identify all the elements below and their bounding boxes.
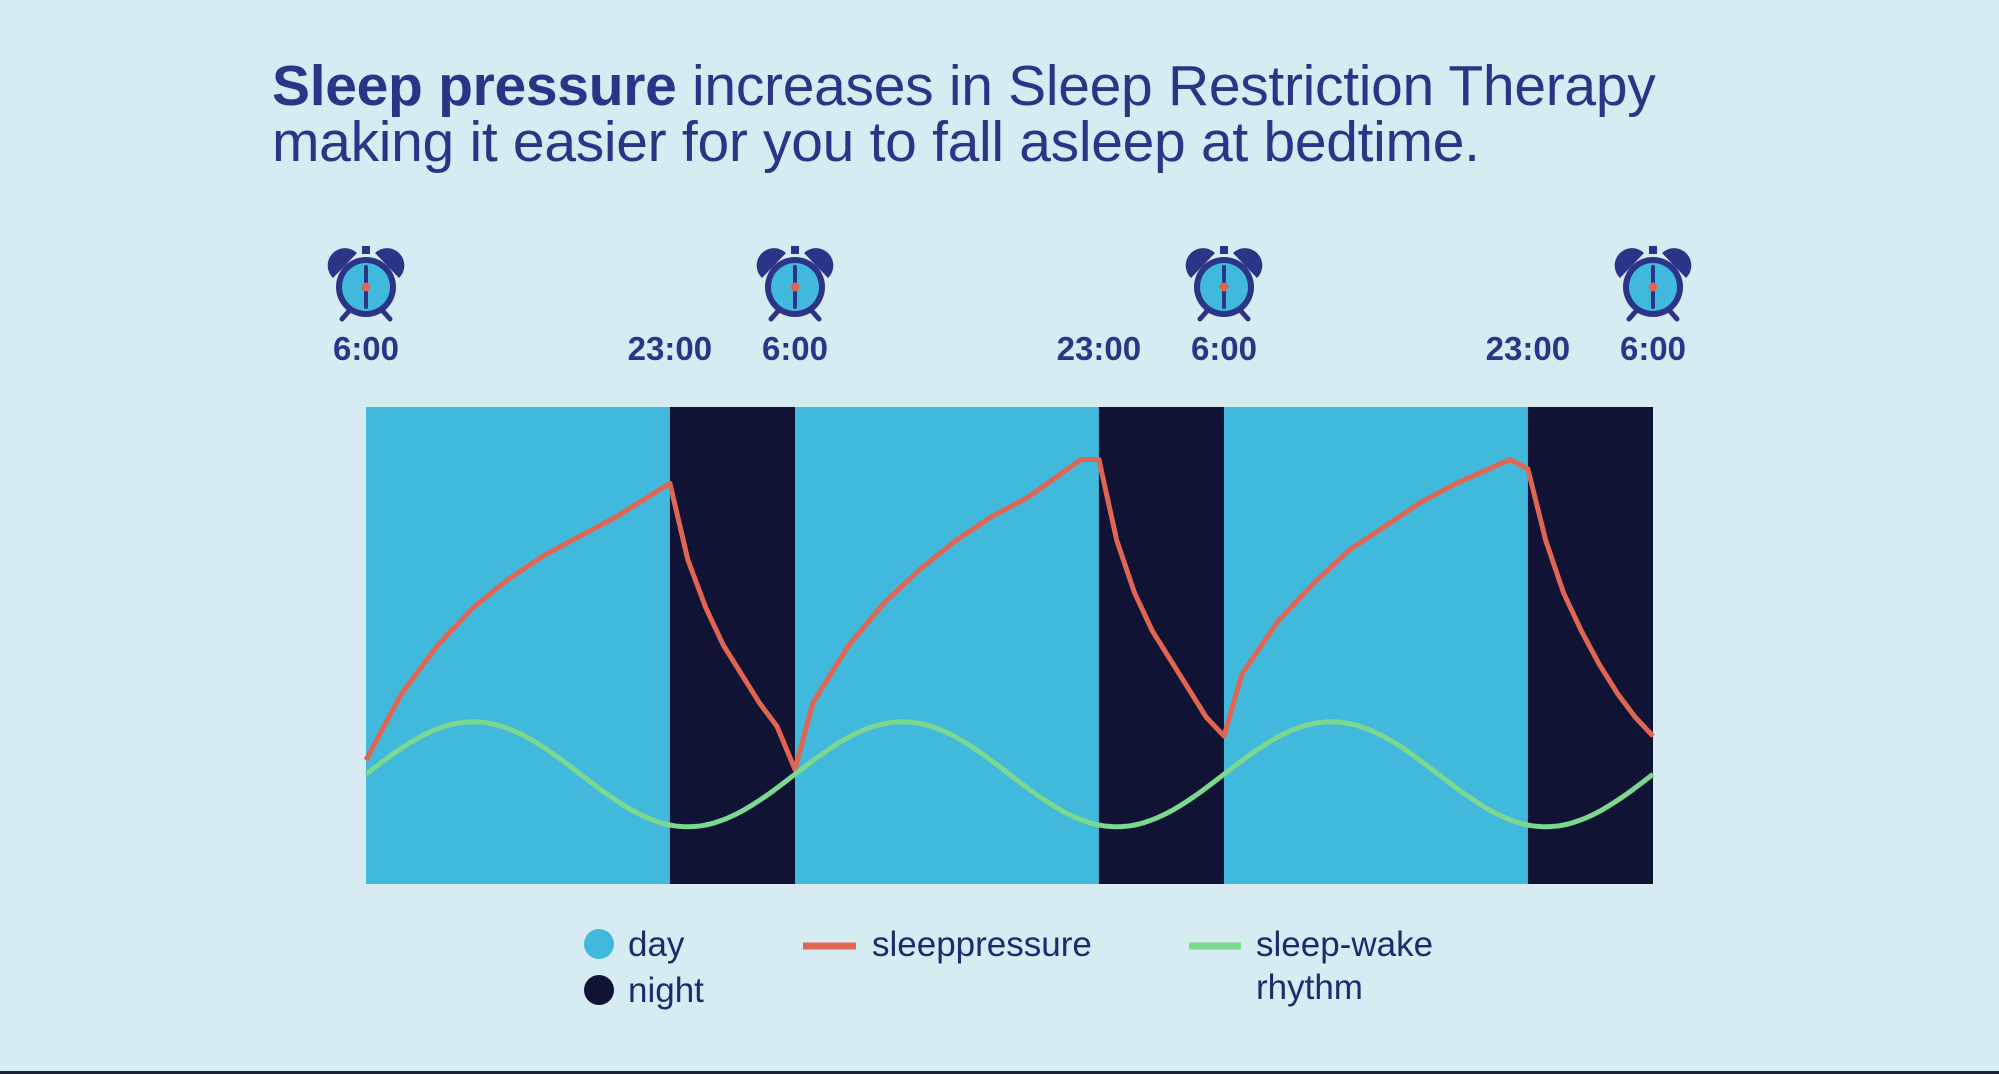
legend-night-label: night	[628, 971, 704, 1010]
alarm-center	[361, 282, 371, 292]
legend-day-dot	[584, 929, 614, 959]
period-bands	[366, 407, 1653, 884]
alarm-center	[790, 282, 800, 292]
alarm-leg-left	[768, 307, 782, 322]
night-band-1	[669, 407, 795, 884]
alarm-stem	[1649, 246, 1657, 254]
bottom-border	[0, 1071, 1999, 1074]
time-label-3: 23:00	[1057, 330, 1141, 367]
alarm-bell-left	[1185, 248, 1215, 278]
page-title: Sleep pressure increases in Sleep Restri…	[272, 58, 1872, 174]
alarm-bell-left	[327, 248, 357, 278]
sleep-wake-rhythm-line	[364, 719, 1655, 830]
alarm-leg-right	[808, 307, 822, 322]
legend-night-dot	[584, 975, 614, 1005]
time-label-1: 23:00	[628, 330, 712, 367]
legend-sleepwake-label: sleep-wake	[1256, 925, 1433, 964]
alarm-clock-icon	[1185, 246, 1263, 322]
alarm-stem	[791, 246, 799, 254]
headline-bold: Sleep pressure	[272, 54, 677, 118]
alarm-leg-left	[1197, 307, 1211, 322]
headline-rest: increases in Sleep Restriction Therapy	[676, 54, 1656, 118]
alarm-stem	[1220, 246, 1228, 254]
headline-line-2: making it easier for you to fall asleep …	[272, 110, 1480, 174]
day-band-0	[366, 407, 670, 884]
time-axis: 6:00 23:00 6:00 23:00 6:00 23:00 6:00	[327, 246, 1692, 367]
alarm-bell-right	[1662, 248, 1692, 278]
legend-sleeppressure-label: sleeppressure	[872, 925, 1092, 964]
alarm-leg-left	[339, 307, 353, 322]
series-lines	[363, 457, 1655, 830]
time-label-0: 6:00	[333, 330, 399, 367]
time-label-4: 6:00	[1191, 330, 1257, 367]
legend-sleepwake-label-2: rhythm	[1256, 968, 1363, 1007]
alarm-clock-icon	[1614, 246, 1692, 322]
alarm-bell-right	[804, 248, 834, 278]
legend-day-label: day	[628, 925, 685, 964]
time-label-2: 6:00	[762, 330, 828, 367]
alarm-leg-right	[379, 307, 393, 322]
headline-line-1: Sleep pressure increases in Sleep Restri…	[272, 58, 1872, 115]
alarm-bell-left	[1614, 248, 1644, 278]
time-label-5: 23:00	[1486, 330, 1570, 367]
alarm-leg-right	[1237, 307, 1251, 322]
sleep-pressure-line	[363, 457, 1655, 772]
alarm-clock-icon	[756, 246, 834, 322]
alarm-leg-right	[1666, 307, 1680, 322]
alarm-stem	[362, 246, 370, 254]
legend: day night sleeppressure sleep-wake rhythm	[584, 925, 1433, 1010]
alarm-bell-left	[756, 248, 786, 278]
alarm-center	[1219, 282, 1229, 292]
alarm-bell-right	[375, 248, 405, 278]
day-band-4	[1224, 407, 1528, 884]
time-label-6: 6:00	[1620, 330, 1686, 367]
alarm-leg-left	[1626, 307, 1640, 322]
alarm-clock-icon	[327, 246, 405, 322]
alarm-bell-right	[1233, 248, 1263, 278]
alarm-center	[1648, 282, 1658, 292]
